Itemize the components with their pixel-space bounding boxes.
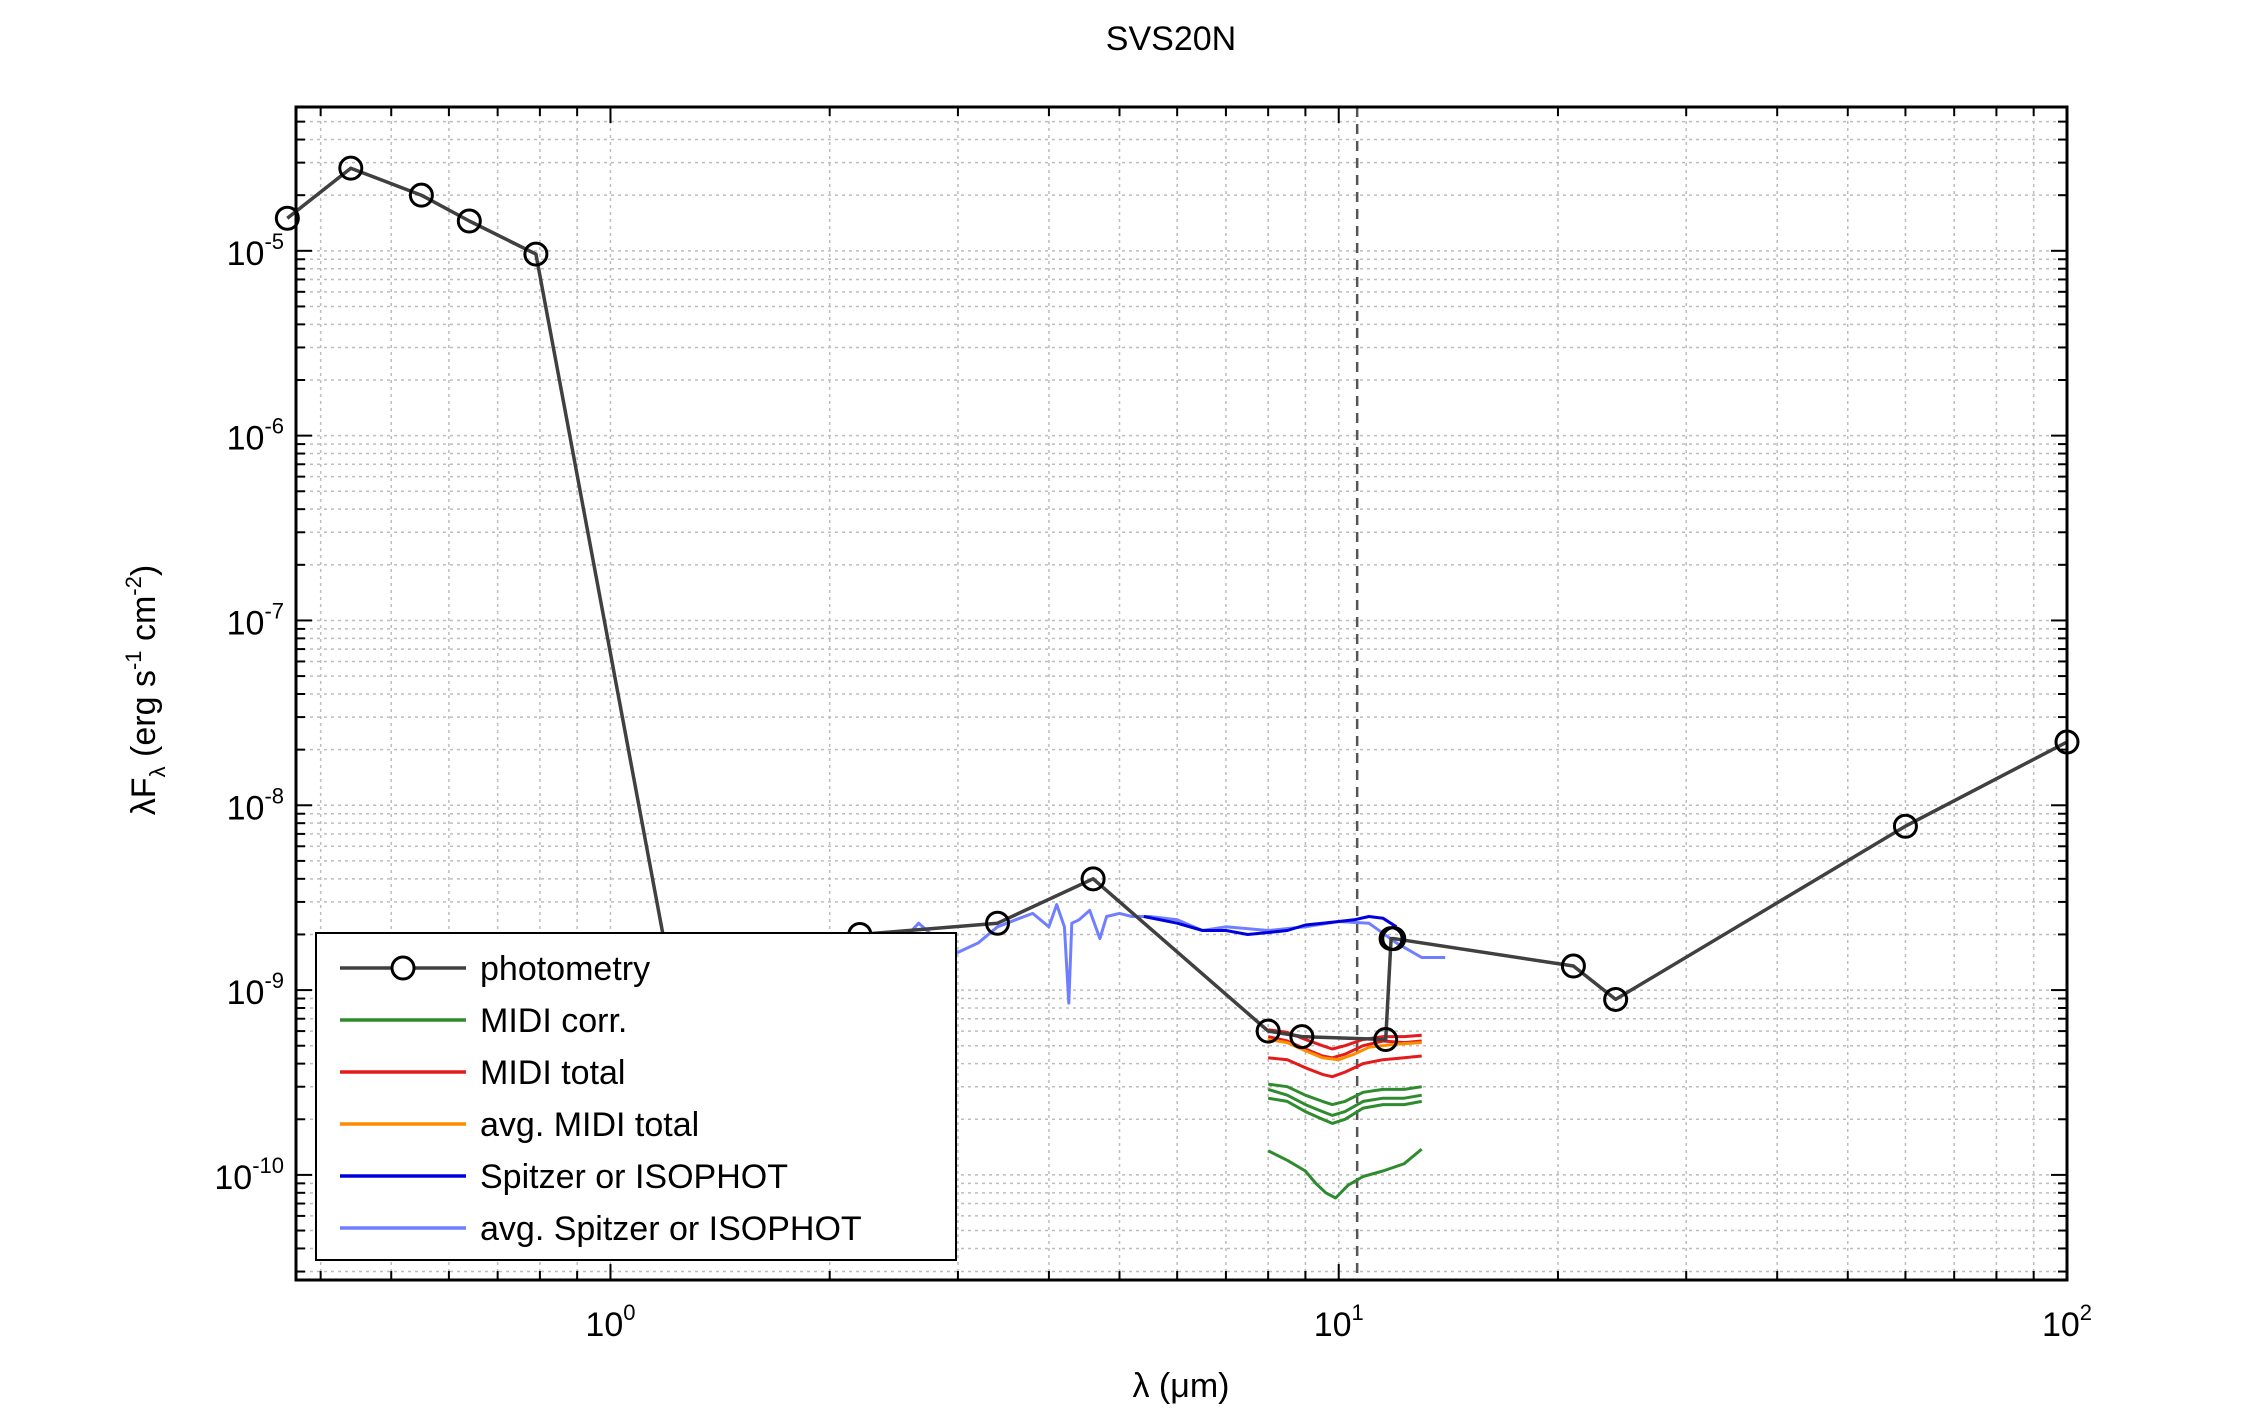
photometry-point [1255,1018,1281,1044]
legend-label-photometry: photometry [480,950,650,988]
chart-title: SVS20N [1106,20,1236,58]
photometry-point [985,910,1011,936]
y-tick-label: 10-5 [227,229,284,273]
photometry-point [338,155,364,181]
y-tick-label: 10-8 [227,783,284,827]
spitzer-line [1143,915,1398,936]
photometry-point [274,205,300,231]
photometry-point [1381,926,1407,952]
tick-layer: 100 101 102 10-10 10-9 10-8 10-7 10-6 10-5 [214,107,2092,1344]
avg_spitzer-line [899,903,1446,1005]
legend-label-spitzer: Spitzer or ISOPHOT [480,1158,788,1196]
legend-box [315,932,957,1261]
photometry-point [523,241,549,267]
y-axis-label: λFλ (erg s-1 cm-2) [121,565,170,815]
midi_corr-line [1267,1082,1422,1107]
photometry-point [1892,813,1918,839]
photometry-point [408,182,434,208]
midi_total-line [1268,1054,1422,1079]
legend-label-midi_total: MIDI total [480,1054,625,1092]
y-tick-label: 10-6 [227,414,284,458]
legend: photometry MIDI corr. MIDI total avg. MIDI … [315,932,957,1261]
midi_corr-line [1267,1147,1423,1200]
photometry-point [1373,1027,1399,1053]
midi_corr-line [1267,1096,1422,1125]
photometry-point [1603,986,1629,1012]
x-axis-label: λ (μm) [1132,1367,1229,1405]
y-tick-label: 10-7 [227,598,284,642]
legend-label-avg_midi_total: avg. MIDI total [480,1106,699,1144]
legend-label-midi_corr: MIDI corr. [480,1002,627,1040]
midi_corr-line [1267,1087,1422,1117]
photometry-point [1560,953,1586,979]
photometry-line [286,166,2068,1042]
y-tick-label: 10-10 [214,1153,284,1197]
legend-label-avg_spitzer: avg. Spitzer or ISOPHOT [480,1210,862,1248]
photometry-point [1289,1024,1315,1050]
x-tick-label: 102 [2042,1300,2092,1344]
photometry-point [1080,866,1106,892]
photometry-point [456,208,482,234]
x-tick-label: 101 [1314,1300,1364,1344]
y-tick-label: 10-9 [227,968,284,1012]
legend-marker-photometry [390,955,416,981]
x-tick-label: 100 [585,1300,635,1344]
